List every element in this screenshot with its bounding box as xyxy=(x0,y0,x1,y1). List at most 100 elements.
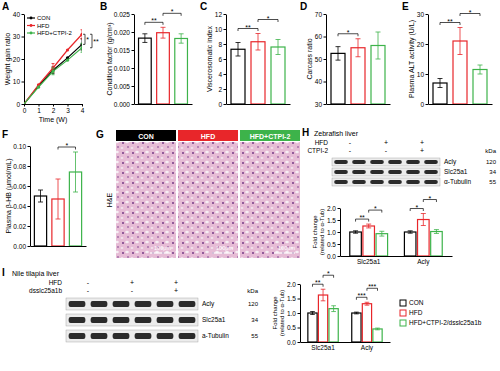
blot-band xyxy=(157,301,174,307)
blot-band xyxy=(370,170,384,174)
tick: 0.08 xyxy=(13,163,30,170)
tick: 0 xyxy=(218,101,226,108)
panel-label: E xyxy=(402,1,409,12)
tick-mark xyxy=(324,82,327,83)
chart: 0.00.51.01.52.0Fold change(related to α-… xyxy=(272,270,482,351)
error-bar xyxy=(434,230,439,234)
column-label: HFD+CTPI-2 xyxy=(250,133,291,140)
tick: 0.000 xyxy=(114,101,134,108)
bar xyxy=(329,309,338,342)
legend-item: CON xyxy=(400,299,424,306)
bar xyxy=(376,234,388,256)
plot-area xyxy=(34,152,81,246)
tick-label: 0.10 xyxy=(13,143,26,150)
tick: 20 xyxy=(417,41,428,48)
y-axis: 024681012 xyxy=(215,11,227,108)
blot-band xyxy=(91,301,108,307)
error-bar xyxy=(408,231,413,233)
tick: Acly xyxy=(361,342,374,352)
tick-label: 1.0 xyxy=(287,310,296,317)
tick: 70 xyxy=(315,11,326,18)
plot-area xyxy=(139,27,188,104)
tick: 0 xyxy=(420,101,428,108)
y-axis: 010203040 xyxy=(13,11,25,108)
panel-label: H xyxy=(302,127,309,138)
marker-label: 34 xyxy=(489,169,496,175)
bar xyxy=(231,49,245,104)
condition-sign: - xyxy=(385,147,388,154)
tick-label: 1.5 xyxy=(287,295,296,302)
tick: 0.06 xyxy=(13,183,30,190)
blot-band xyxy=(388,170,402,174)
error-bar xyxy=(142,34,147,43)
tick-label: 50 xyxy=(315,56,323,63)
tick-mark xyxy=(28,186,31,187)
marker-unit: kDa xyxy=(485,148,496,154)
tick: 40 xyxy=(315,78,326,85)
blot-band xyxy=(69,301,86,307)
point xyxy=(24,102,26,104)
x-axis: 01234 xyxy=(23,104,85,114)
bar xyxy=(373,329,382,342)
blot-strip xyxy=(66,314,198,326)
legend-marker xyxy=(30,32,33,35)
y-axis-title: Fold change(related to α-Tub) xyxy=(272,290,285,336)
error-bar xyxy=(236,43,241,57)
tick-mark xyxy=(298,284,301,285)
stain-label: H&E xyxy=(106,192,113,207)
blot-band xyxy=(113,301,130,307)
chart: 0102030Plasma ALT activity (U/L)*** xyxy=(408,9,492,108)
y-axis-title: Viscerosomatic index xyxy=(206,25,213,92)
blot-strip xyxy=(332,158,440,166)
legend-label: HFD xyxy=(409,309,423,316)
histology-image xyxy=(116,142,176,258)
tick-label: Slc25a1 xyxy=(311,344,335,351)
tick-mark xyxy=(338,220,341,221)
point xyxy=(37,86,40,89)
error-bar xyxy=(354,312,359,314)
tick-label: 3 xyxy=(66,107,70,114)
tick-label: 0.000 xyxy=(114,101,131,108)
tick-mark xyxy=(298,299,301,300)
panel-label: G xyxy=(96,129,104,140)
tick-label: Acly xyxy=(417,258,430,266)
tick-mark xyxy=(22,37,25,38)
blot-band xyxy=(424,180,438,184)
bar xyxy=(331,53,345,104)
y-axis-line xyxy=(30,147,31,247)
blot-strip xyxy=(332,168,440,176)
blot-strip xyxy=(332,178,440,186)
tick-mark xyxy=(324,14,327,15)
y-axis: 0.00.51.01.52.0 xyxy=(287,281,301,346)
legend-item: CON xyxy=(27,15,50,21)
y-axis-title: Fold change(related to α-Tub) xyxy=(312,209,325,255)
tick-label: 0.08 xyxy=(13,163,26,170)
column-header xyxy=(240,130,300,141)
tick-mark xyxy=(338,232,341,233)
tick-mark xyxy=(224,59,227,60)
error-bar xyxy=(356,39,361,57)
bar xyxy=(363,226,375,256)
condition-sign: + xyxy=(130,279,134,286)
legend: CONHFDHFD+CTPI-2/dsslc25a1b xyxy=(400,299,482,326)
protein-label: α-Tubulin xyxy=(444,178,471,185)
condition-label: HFD xyxy=(315,139,329,146)
tick: 1.0 xyxy=(287,310,300,317)
tick-mark xyxy=(132,50,135,51)
legend-swatch xyxy=(400,320,406,326)
tick-mark xyxy=(298,313,301,314)
scale-bar-label: 100μm xyxy=(216,245,233,251)
panel-label: D xyxy=(300,1,307,12)
tick-label: 2.0 xyxy=(287,281,296,288)
x-axis xyxy=(429,104,493,105)
error-bar xyxy=(376,32,381,59)
x-axis-line xyxy=(227,104,291,105)
tick: 0.0 xyxy=(327,253,340,260)
column-label: HFD xyxy=(201,133,215,140)
tick-label: 4 xyxy=(81,107,85,114)
tick: 40 xyxy=(13,11,24,18)
chart: 0.0000.0050.0100.0150.0200.025Condition … xyxy=(106,8,192,107)
significance-label: * xyxy=(171,8,174,15)
legend-item: HFD+CTPI-2 xyxy=(27,30,73,36)
scale-bar-label: 100μm xyxy=(154,245,171,251)
